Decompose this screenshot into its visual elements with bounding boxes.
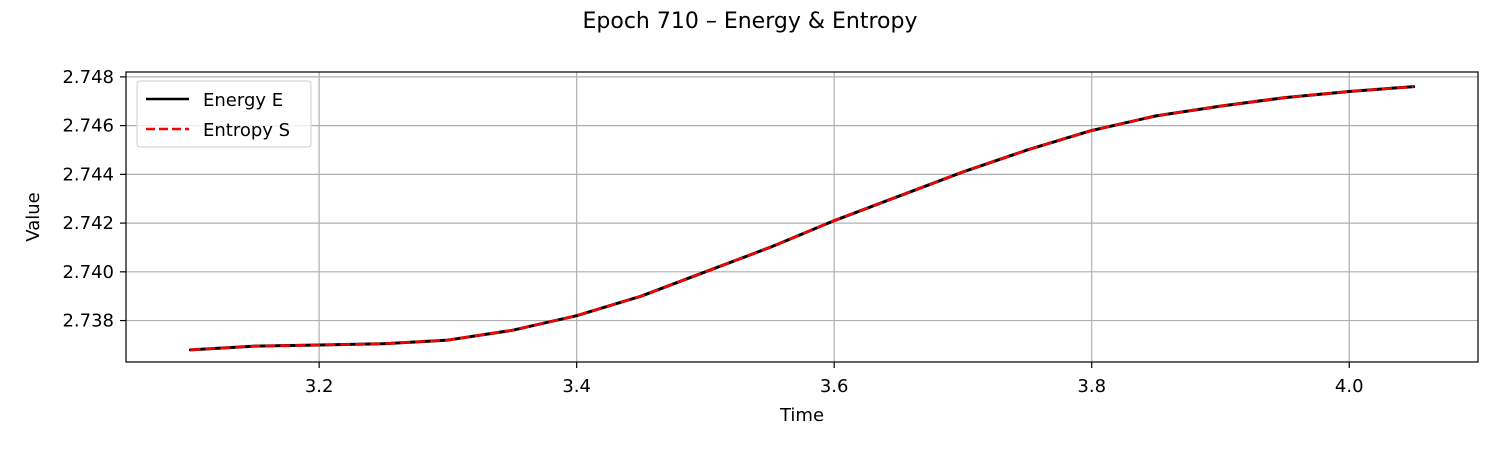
x-tick-label: 3.6 [820, 376, 849, 397]
series-layer [188, 85, 1416, 352]
x-axis-ticks: 3.2 3.4 3.6 3.8 4.0 [305, 362, 1364, 397]
legend: Energy E Entropy S [136, 80, 312, 148]
y-tick-label: 2.740 [62, 262, 114, 283]
y-tick-label: 2.746 [62, 116, 114, 137]
legend-label-entropy: Entropy S [203, 120, 290, 141]
legend-label-energy: Energy E [203, 90, 283, 111]
x-tick-label: 3.8 [1077, 376, 1106, 397]
y-tick-label: 2.744 [62, 164, 114, 185]
x-tick-label: 4.0 [1335, 376, 1364, 397]
x-axis-label: Time [779, 405, 824, 426]
y-tick-label: 2.738 [62, 311, 114, 332]
y-tick-label: 2.748 [62, 67, 114, 88]
y-axis-label: Value [23, 192, 44, 241]
y-axis-ticks: 2.738 2.740 2.742 2.744 2.746 2.748 [62, 67, 126, 332]
x-tick-label: 3.4 [562, 376, 591, 397]
x-tick-label: 3.2 [305, 376, 334, 397]
y-tick-label: 2.742 [62, 213, 114, 234]
chart-title: Epoch 710 – Energy & Entropy [583, 9, 918, 34]
grid-layer [126, 72, 1478, 362]
plot-frame [125, 71, 1479, 363]
series-line-entropy [190, 85, 1414, 352]
legend-box [136, 80, 312, 148]
